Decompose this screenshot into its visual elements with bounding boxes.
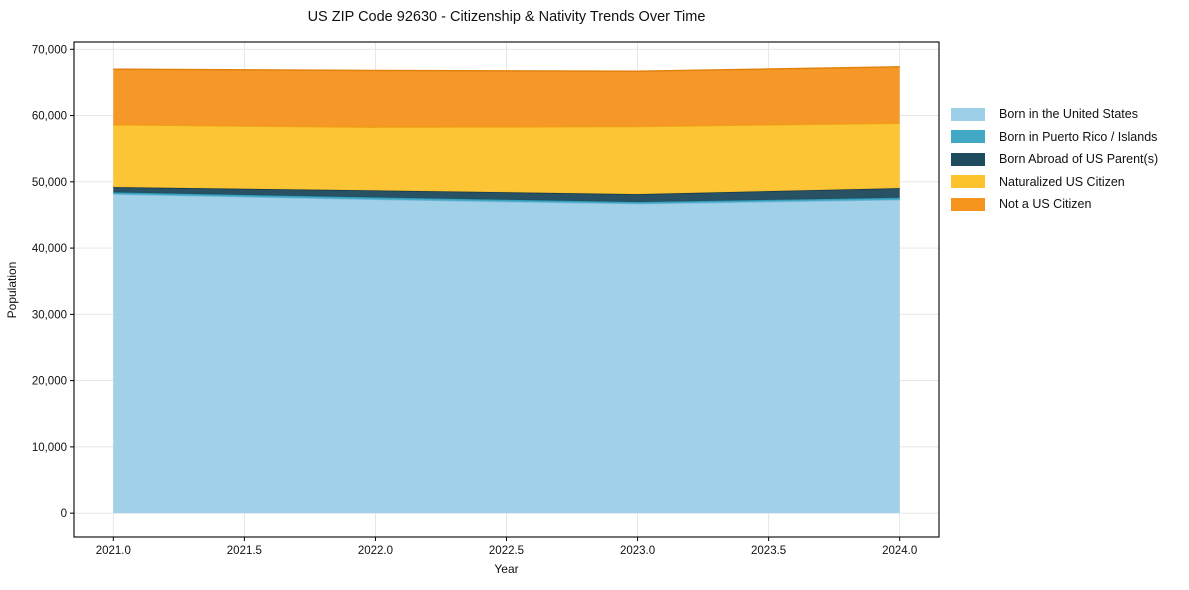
y-tick-label: 0 — [61, 508, 67, 520]
legend-swatch — [951, 175, 985, 189]
legend-label: Born in Puerto Rico / Islands — [999, 129, 1158, 144]
x-tick-label: 2023.5 — [751, 545, 786, 557]
y-axis-label: Population — [5, 261, 19, 319]
x-tick-label: 2021.0 — [96, 545, 131, 557]
x-tick-label: 2022.0 — [358, 545, 393, 557]
area-series-4 — [113, 66, 900, 128]
y-tick-label: 30,000 — [32, 309, 67, 321]
legend-swatch — [951, 197, 985, 211]
y-tick-label: 10,000 — [32, 442, 67, 454]
x-tick-label: 2023.0 — [620, 545, 655, 557]
area-series-0 — [113, 194, 900, 514]
legend-item: Born in Puerto Rico / Islands — [951, 126, 1158, 149]
legend-item: Naturalized US Citizen — [951, 171, 1158, 194]
x-tick-label: 2024.0 — [882, 545, 917, 557]
area-series-1 — [113, 192, 900, 204]
legend-label: Born in the United States — [999, 107, 1138, 122]
legend: Born in the United States Born in Puerto … — [951, 103, 1158, 216]
legend-label: Naturalized US Citizen — [999, 174, 1125, 189]
y-tick-label: 70,000 — [32, 44, 67, 56]
legend-swatch — [951, 152, 985, 166]
legend-label: Not a US Citizen — [999, 197, 1092, 212]
y-tick-label: 40,000 — [32, 243, 67, 255]
legend-swatch — [951, 107, 985, 121]
area-series-2 — [113, 187, 900, 202]
x-tick-label: 2021.5 — [227, 545, 262, 557]
legend-item: Born in the United States — [951, 103, 1158, 126]
chart-title: US ZIP Code 92630 - Citizenship & Nativi… — [307, 9, 706, 25]
y-tick-label: 50,000 — [32, 177, 67, 189]
legend-label: Born Abroad of US Parent(s) — [999, 152, 1159, 167]
legend-item: Not a US Citizen — [951, 193, 1158, 216]
x-tick-label: 2022.5 — [489, 545, 524, 557]
y-tick-label: 20,000 — [32, 376, 67, 388]
x-axis-label: Year — [494, 562, 519, 576]
legend-swatch — [951, 130, 985, 144]
y-tick-label: 60,000 — [32, 111, 67, 123]
area-edge-4 — [113, 66, 900, 72]
legend-item: Born Abroad of US Parent(s) — [951, 148, 1158, 171]
area-series-3 — [113, 123, 900, 195]
